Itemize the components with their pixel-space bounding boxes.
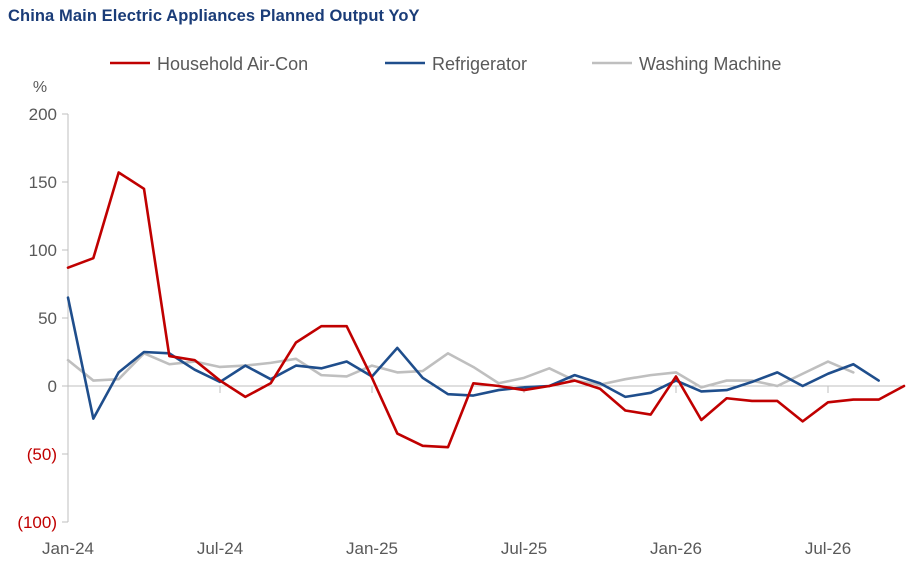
legend: Household Air-Con Refrigerator Washing Mac… — [110, 54, 781, 74]
legend-label: Refrigerator — [432, 54, 527, 74]
series-line-refrigerator — [66, 296, 880, 420]
chart-title: China Main Electric Appliances Planned O… — [8, 7, 420, 25]
y-tick-label: 200 — [29, 105, 57, 124]
axes: 200 150 100 50 0 (50) (100) Jan-24 Jul-24 Jan-25 J… — [17, 105, 904, 558]
y-tick-label: 0 — [48, 377, 57, 396]
series-line-household-air-con — [66, 171, 906, 449]
legend-label: Washing Machine — [639, 54, 781, 74]
y-tick-label: 50 — [38, 309, 57, 328]
x-tick-label: Jan-25 — [346, 539, 398, 558]
x-tick-label: Jul-26 — [805, 539, 851, 558]
x-tick-label: Jan-24 — [42, 539, 94, 558]
y-tick-label: 150 — [29, 173, 57, 192]
y-tick-label: (50) — [27, 445, 57, 464]
x-tick-label: Jan-26 — [650, 539, 702, 558]
legend-item-household-air-con: Household Air-Con — [110, 54, 308, 74]
y-tick-label: 100 — [29, 241, 57, 260]
x-tick-label: Jul-24 — [197, 539, 243, 558]
y-tick-label: (100) — [17, 513, 57, 532]
y-axis-unit-label: % — [33, 79, 47, 96]
series-group — [66, 171, 906, 449]
legend-label: Household Air-Con — [157, 54, 308, 74]
legend-item-refrigerator: Refrigerator — [385, 54, 527, 74]
x-tick-label: Jul-25 — [501, 539, 547, 558]
legend-item-washing-machine: Washing Machine — [592, 54, 781, 74]
